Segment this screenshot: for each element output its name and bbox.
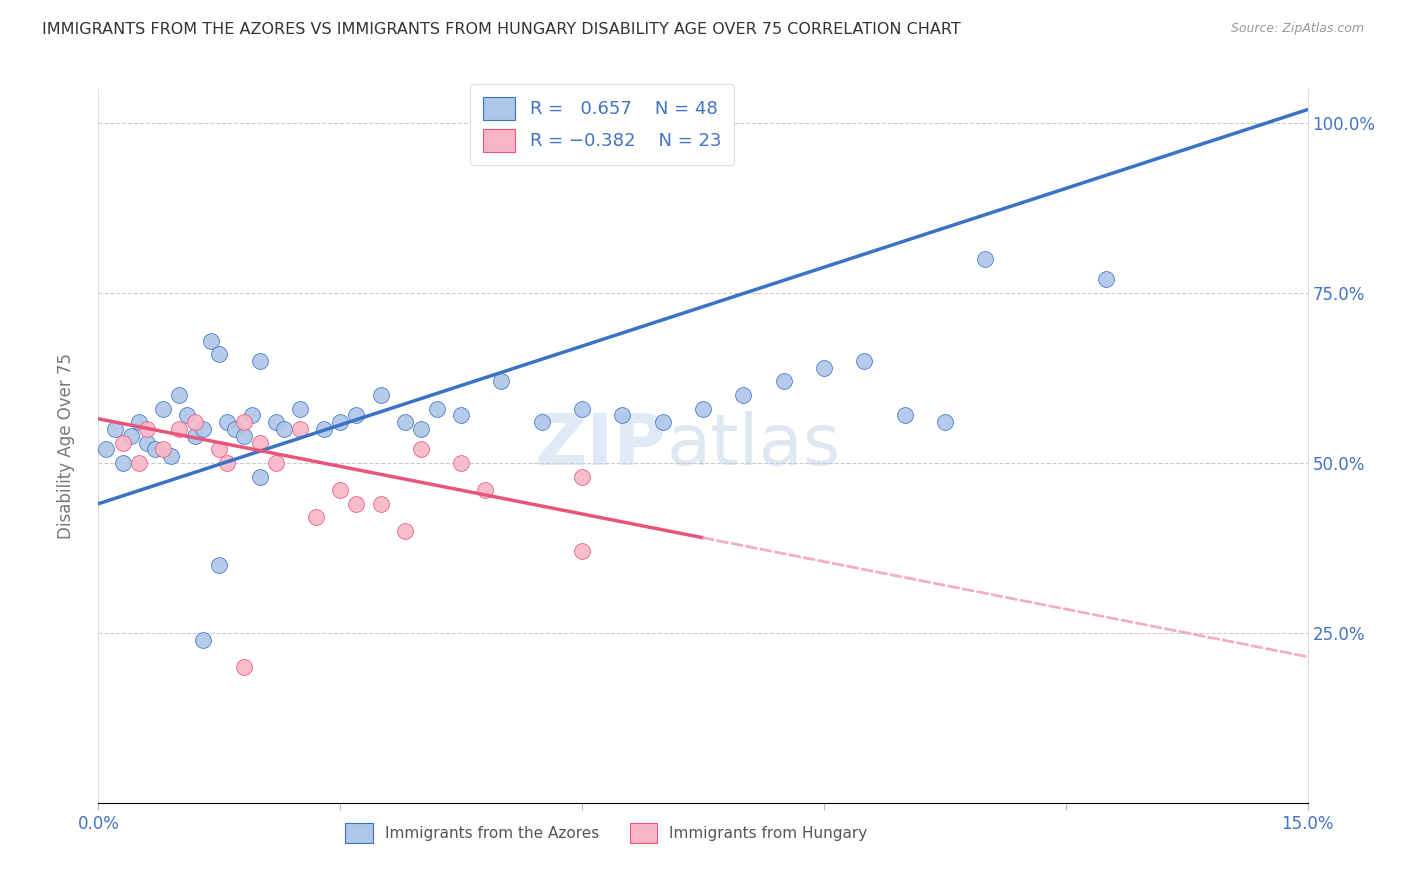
- Point: [273, 422, 295, 436]
- Point: [288, 422, 311, 436]
- Point: [249, 469, 271, 483]
- Point: [264, 456, 287, 470]
- Point: [264, 415, 287, 429]
- Point: [184, 429, 207, 443]
- Point: [409, 442, 432, 457]
- Text: IMMIGRANTS FROM THE AZORES VS IMMIGRANTS FROM HUNGARY DISABILITY AGE OVER 75 COR: IMMIGRANTS FROM THE AZORES VS IMMIGRANTS…: [42, 22, 960, 37]
- Point: [249, 354, 271, 368]
- Point: [217, 456, 239, 470]
- Point: [394, 415, 416, 429]
- Point: [305, 510, 328, 524]
- Point: [143, 442, 166, 457]
- Point: [813, 360, 835, 375]
- Point: [96, 442, 118, 457]
- Point: [128, 415, 150, 429]
- Point: [232, 415, 254, 429]
- Point: [772, 375, 794, 389]
- Text: atlas: atlas: [666, 411, 841, 481]
- Point: [450, 409, 472, 423]
- Point: [974, 252, 997, 266]
- Point: [651, 415, 673, 429]
- Point: [571, 401, 593, 416]
- Point: [111, 456, 134, 470]
- Point: [474, 483, 496, 498]
- Point: [344, 497, 367, 511]
- Point: [853, 354, 876, 368]
- Point: [135, 435, 157, 450]
- Point: [692, 401, 714, 416]
- Point: [450, 456, 472, 470]
- Legend: Immigrants from the Azores, Immigrants from Hungary: Immigrants from the Azores, Immigrants f…: [339, 817, 873, 848]
- Point: [409, 422, 432, 436]
- Point: [111, 435, 134, 450]
- Point: [160, 449, 183, 463]
- Point: [426, 401, 449, 416]
- Text: Source: ZipAtlas.com: Source: ZipAtlas.com: [1230, 22, 1364, 36]
- Point: [128, 456, 150, 470]
- Point: [193, 422, 215, 436]
- Point: [120, 429, 142, 443]
- Point: [217, 415, 239, 429]
- Point: [893, 409, 915, 423]
- Point: [344, 409, 367, 423]
- Point: [152, 442, 174, 457]
- Point: [1095, 272, 1118, 286]
- Point: [491, 375, 513, 389]
- Point: [224, 422, 246, 436]
- Point: [167, 388, 190, 402]
- Point: [370, 497, 392, 511]
- Point: [612, 409, 634, 423]
- Point: [152, 401, 174, 416]
- Point: [167, 422, 190, 436]
- Y-axis label: Disability Age Over 75: Disability Age Over 75: [56, 353, 75, 539]
- Point: [208, 442, 231, 457]
- Point: [249, 435, 271, 450]
- Point: [208, 558, 231, 572]
- Point: [394, 524, 416, 538]
- Point: [135, 422, 157, 436]
- Point: [314, 422, 336, 436]
- Point: [184, 415, 207, 429]
- Point: [571, 469, 593, 483]
- Point: [193, 632, 215, 647]
- Point: [103, 422, 125, 436]
- Point: [232, 429, 254, 443]
- Point: [733, 388, 755, 402]
- Point: [934, 415, 956, 429]
- Point: [208, 347, 231, 361]
- Point: [232, 660, 254, 674]
- Point: [240, 409, 263, 423]
- Point: [530, 415, 553, 429]
- Point: [288, 401, 311, 416]
- Point: [329, 483, 352, 498]
- Point: [200, 334, 222, 348]
- Text: ZIP: ZIP: [534, 411, 666, 481]
- Point: [176, 409, 198, 423]
- Point: [571, 544, 593, 558]
- Point: [329, 415, 352, 429]
- Point: [370, 388, 392, 402]
